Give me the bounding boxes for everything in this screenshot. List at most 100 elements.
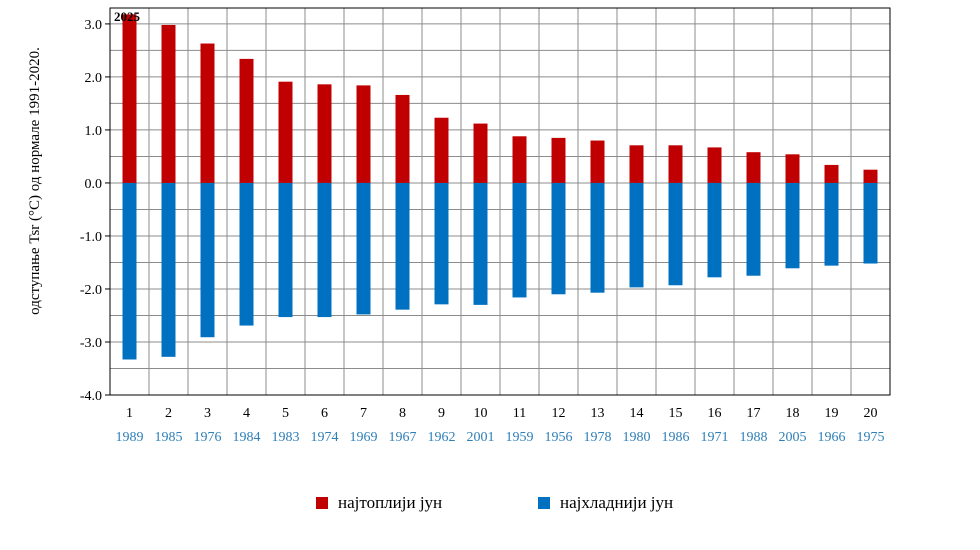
cold-year-label: 2001 [467,430,495,445]
bar-warm-2 [161,24,176,183]
bars [122,14,878,360]
cold-year-label: 1959 [506,430,534,445]
y-tick-label: 0.0 [85,177,103,192]
bar-warm-14 [629,145,644,183]
cold-year-label: 1975 [857,430,885,445]
x-tick-label: 11 [513,406,526,421]
x-axis-ticks: 1 2 3 4 5 6 7 8 9 10 11 12 13 14 15 16 17 18 19 20 [126,406,878,421]
x-tick-label: 15 [669,406,683,421]
y-tick-label: -4.0 [80,389,102,404]
cold-year-label: 1969 [350,430,378,445]
y-tick-label: -3.0 [80,336,102,351]
cold-year-label: 1974 [311,430,339,445]
x-tick-label: 1 [126,406,133,421]
bar-warm-8 [395,94,410,183]
x-tick-label: 6 [321,406,328,421]
x-tick-label: 19 [825,406,839,421]
bar-cold-4 [239,182,254,326]
cold-year-label: 1976 [194,430,222,445]
bar-cold-7 [356,182,371,315]
bar-cold-17 [746,182,761,276]
cold-year-label: 1962 [428,430,456,445]
x-tick-label: 2 [165,406,172,421]
bar-warm-15 [668,145,683,183]
bar-cold-16 [707,182,722,278]
bar-warm-13 [590,140,605,183]
bar-cold-1 [122,182,137,360]
legend-item-warm: најтоплији јун [316,493,442,513]
y-axis-ticks: 3.0 2.0 1.0 0.0 -1.0 -2.0 -3.0 -4.0 [80,18,110,404]
bar-cold-5 [278,182,293,318]
bar-warm-12 [551,137,566,183]
bar-warm-16 [707,147,722,183]
plot-frame [109,7,891,396]
x-tick-label: 3 [204,406,211,421]
y-tick-label: 2.0 [85,71,103,86]
legend-item-cold: најхладнији јун [538,493,673,513]
legend-label-cold: најхладнији јун [560,493,674,512]
x-tick-label: 17 [747,406,761,421]
legend-swatch-warm [316,497,328,509]
bar-cold-9 [434,182,449,305]
bar-warm-1 [122,14,137,183]
y-tick-label: -2.0 [80,283,102,298]
bar-cold-19 [824,182,839,266]
x-tick-label: 16 [708,406,722,421]
bar-cold-8 [395,182,410,310]
bar-cold-14 [629,182,644,288]
cold-year-label: 1967 [389,430,417,445]
cold-year-label: 1985 [155,430,183,445]
bar-warm-6 [317,84,332,183]
x-tick-label: 4 [243,406,250,421]
bar-cold-11 [512,182,527,298]
x-tick-label: 10 [474,406,488,421]
bar-warm-5 [278,81,293,183]
cold-year-label: 1980 [623,430,651,445]
bar-warm-4 [239,58,254,183]
bar-warm-10 [473,123,488,183]
plot-border [109,7,891,396]
bar-cold-20 [863,182,878,264]
cold-year-label: 1989 [116,430,144,445]
x-tick-label: 7 [360,406,367,421]
bar-warm-18 [785,154,800,183]
bar-warm-17 [746,152,761,183]
bar-warm-20 [863,169,878,183]
gridlines [110,8,890,396]
bar-cold-13 [590,182,605,293]
bar-cold-10 [473,182,488,305]
bar-warm-19 [824,164,839,183]
x-tick-label: 13 [591,406,605,421]
x-tick-label: 12 [552,406,566,421]
bar-cold-3 [200,182,215,338]
bar-warm-9 [434,117,449,183]
cold-year-label: 2005 [779,430,807,445]
cold-year-label: 1983 [272,430,300,445]
cold-year-labels: 1989 1985 1976 1984 1983 1974 1969 1967 1962 2001… [116,430,885,445]
y-axis-label: одступање Tsr (°C) од нормале 1991-2020. [27,47,43,315]
bar-cold-6 [317,182,332,318]
bar-cold-15 [668,182,683,286]
x-tick-label: 18 [786,406,800,421]
x-tick-label: 9 [438,406,445,421]
bar-warm-11 [512,136,527,183]
cold-year-label: 1986 [662,430,690,445]
x-tick-label: 14 [630,406,644,421]
bar-cold-12 [551,182,566,295]
cold-year-label: 1978 [584,430,612,445]
cold-year-label: 1971 [701,430,729,445]
cold-year-label: 1956 [545,430,573,445]
legend: најтоплији јун најхладнији јун [0,493,980,519]
bar-warm-3 [200,43,215,183]
x-tick-label: 8 [399,406,406,421]
legend-label-warm: најтоплији јун [338,493,443,512]
y-tick-label: -1.0 [80,230,102,245]
y-tick-label: 1.0 [85,124,103,139]
x-tick-label: 5 [282,406,289,421]
cold-year-label: 1966 [818,430,846,445]
bar-warm-7 [356,85,371,183]
y-tick-label: 3.0 [85,18,103,33]
annotation-2025: 2025 [114,9,141,24]
cold-year-label: 1988 [740,430,768,445]
